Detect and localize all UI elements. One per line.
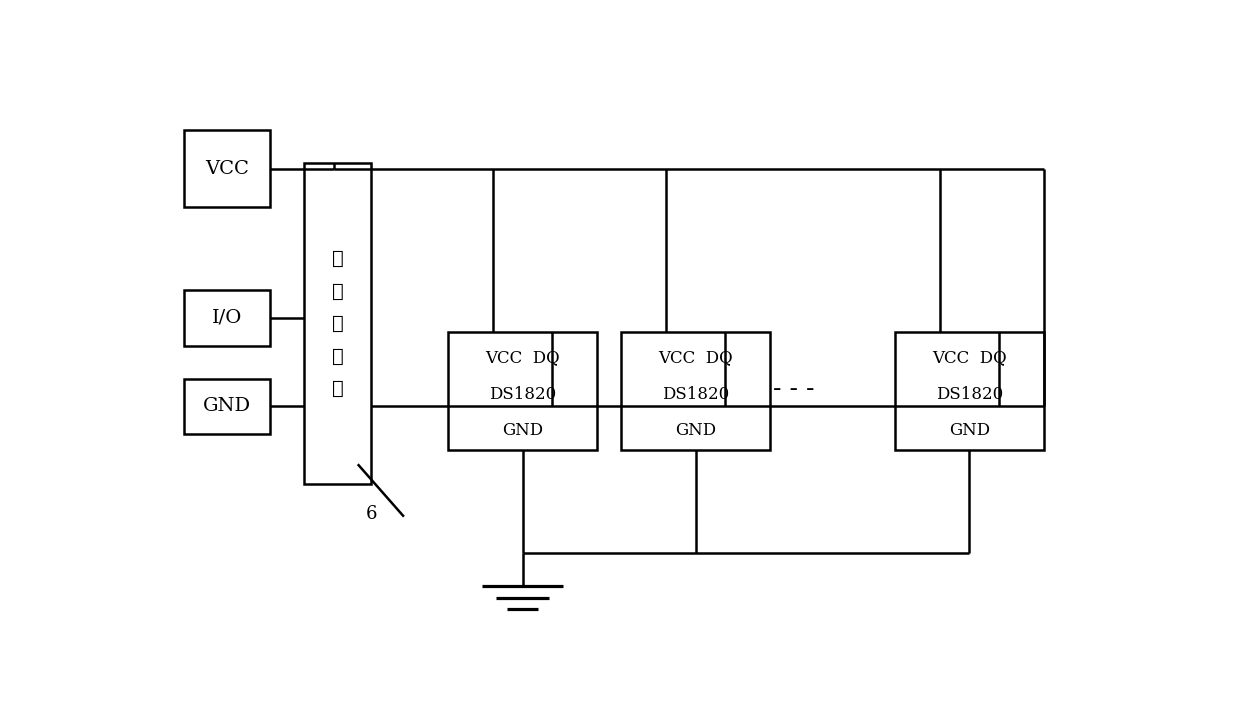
Bar [448, 332, 596, 450]
Text: 6: 6 [366, 505, 377, 523]
Text: DS1820: DS1820 [936, 386, 1003, 403]
Text: VCC  DQ: VCC DQ [658, 349, 733, 366]
Bar [895, 332, 1044, 450]
Text: - - -: - - - [774, 378, 815, 402]
Text: DS1820: DS1820 [489, 386, 557, 403]
Text: GND: GND [675, 422, 717, 439]
Bar [184, 379, 270, 434]
Text: VCC  DQ: VCC DQ [485, 349, 560, 366]
Text: VCC  DQ: VCC DQ [932, 349, 1007, 366]
Bar [304, 163, 371, 483]
Text: VCC: VCC [205, 160, 249, 178]
Bar [621, 332, 770, 450]
Text: DS1820: DS1820 [662, 386, 729, 403]
Text: GND: GND [949, 422, 990, 439]
Text: GND: GND [203, 397, 252, 415]
Text: 光
电
耦
合
器: 光 电 耦 合 器 [332, 249, 343, 398]
Bar [184, 130, 270, 207]
Bar [184, 290, 270, 346]
Text: I/O: I/O [212, 309, 242, 327]
Text: GND: GND [502, 422, 543, 439]
